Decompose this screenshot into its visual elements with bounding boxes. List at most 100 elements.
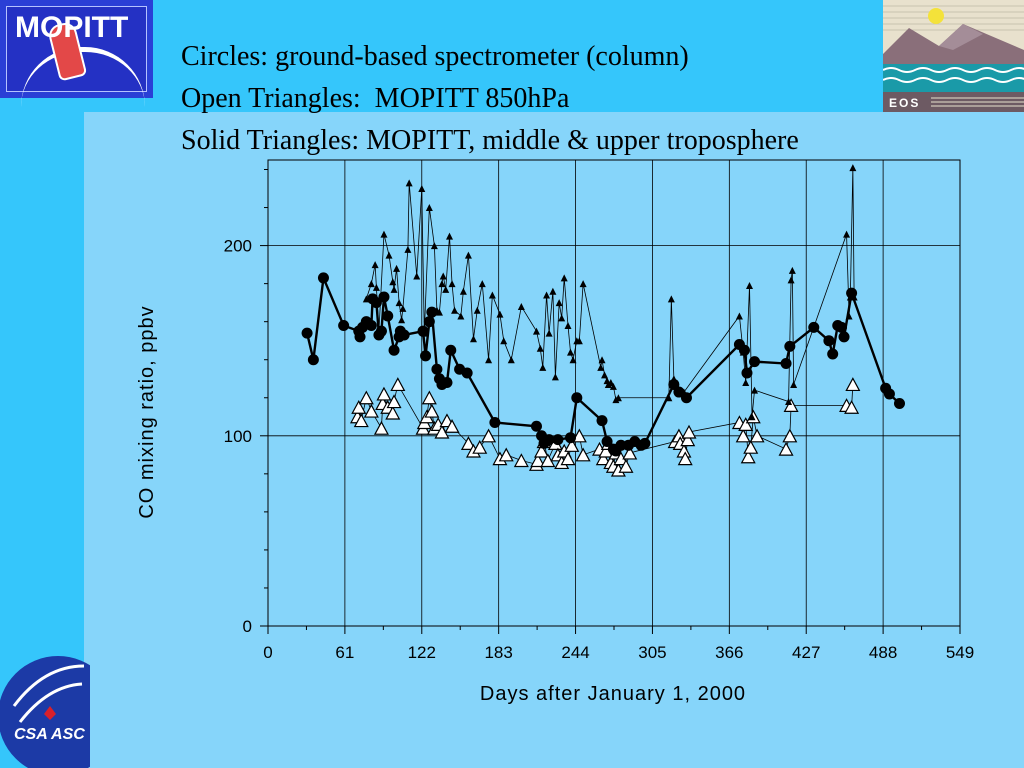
data-point-open-triangle (622, 445, 638, 460)
data-point-open-triangle (376, 386, 392, 401)
data-point-filled-triangle (601, 371, 609, 379)
data-point-circle (543, 434, 555, 446)
data-point-filled-triangle (560, 274, 568, 282)
title-line-circles: Circles: ground-based spectrometer (colu… (181, 41, 689, 72)
data-point-filled-triangle (507, 356, 515, 364)
x-tick-label: 244 (561, 643, 589, 662)
data-point-open-triangle (353, 413, 369, 428)
data-point-filled-triangle (742, 379, 750, 387)
data-point-circle (378, 291, 390, 303)
data-point-circle (639, 437, 651, 449)
data-point-circle (780, 358, 792, 370)
data-point-filled-triangle (442, 285, 450, 293)
y-tick-label: 100 (224, 427, 252, 446)
series-open-triangle (349, 377, 861, 477)
data-point-filled-triangle (435, 308, 443, 316)
title-line-solid-triangles: Solid Triangles: MOPITT, middle & upper … (181, 125, 799, 156)
data-point-circle (354, 331, 366, 343)
data-point-circle (370, 297, 382, 309)
data-point-circle (426, 306, 438, 318)
data-point-filled-triangle (500, 337, 508, 345)
filled-triangle-connector (365, 167, 855, 417)
data-point-open-triangle (595, 451, 611, 466)
data-point-filled-triangle (485, 356, 493, 364)
data-point-filled-triangle (788, 266, 796, 274)
data-point-filled-triangle (785, 398, 793, 406)
data-point-filled-triangle (555, 299, 563, 307)
data-point-circle (827, 348, 839, 360)
data-point-circle (673, 386, 685, 398)
slide-title: Circles: ground-based spectrometer (colu… (181, 36, 881, 162)
data-point-open-triangle (560, 451, 576, 466)
data-point-filled-triangle (405, 179, 413, 187)
y-axis-label: CO mixing ratio, ppbv (136, 305, 158, 518)
data-point-open-triangle (472, 439, 488, 454)
x-tick-label: 61 (335, 643, 354, 662)
data-point-open-triangle (534, 443, 550, 458)
data-point-open-triangle (564, 438, 580, 452)
data-point-open-triangle (444, 419, 460, 433)
x-tick-label: 0 (263, 643, 272, 662)
data-point-circle (836, 321, 848, 333)
data-point-circle (431, 363, 443, 375)
data-point-filled-triangle (457, 312, 465, 320)
data-point-filled-triangle (735, 312, 743, 320)
data-point-open-triangle (373, 420, 389, 435)
data-point-filled-triangle (367, 280, 375, 288)
data-point-filled-triangle (439, 272, 447, 280)
x-tick-label: 427 (792, 643, 820, 662)
mopitt-logo-frame: MOPITT (6, 6, 147, 92)
data-point-circle (571, 392, 583, 404)
data-point-filled-triangle (849, 164, 857, 172)
data-point-filled-triangle (517, 302, 525, 310)
data-point-filled-triangle (469, 335, 477, 343)
eos-logo: EOS (883, 0, 1024, 112)
data-point-open-triangle (749, 428, 765, 443)
data-point-circle (552, 434, 564, 446)
data-point-circle (388, 344, 400, 356)
data-point-circle (615, 439, 627, 451)
data-point-filled-triangle (425, 204, 433, 212)
data-point-circle (808, 321, 820, 333)
data-point-open-triangle (498, 447, 514, 462)
data-point-open-triangle (571, 428, 587, 443)
data-point-open-triangle (351, 400, 367, 414)
data-point-circle (398, 329, 410, 341)
data-point-open-triangle (783, 398, 799, 412)
mopitt-logo: MOPITT (0, 0, 153, 98)
data-point-open-triangle (363, 403, 379, 418)
csa-logo: CSA ASC (0, 648, 90, 768)
data-point-circle (680, 392, 692, 404)
data-point-circle (461, 367, 473, 379)
data-point-open-triangle (680, 432, 696, 447)
data-point-circle (741, 367, 753, 379)
data-point-filled-triangle (564, 321, 572, 329)
x-axis-label: Days after January 1, 2000 (480, 683, 746, 705)
plot-frame (267, 159, 961, 627)
data-point-circle (749, 356, 761, 368)
data-point-open-triangle (844, 400, 860, 414)
data-point-filled-triangle (488, 291, 496, 299)
data-point-open-triangle (782, 428, 798, 443)
data-point-filled-triangle (478, 280, 486, 288)
data-point-open-triangle (481, 428, 497, 443)
csa-logo-text: CSA ASC (14, 726, 85, 743)
data-point-circle (784, 340, 796, 352)
y-tick-label: 0 (243, 617, 252, 636)
data-point-filled-triangle (748, 413, 756, 421)
data-point-filled-triangle (430, 242, 438, 250)
data-point-open-triangle (390, 377, 406, 392)
data-point-circle (338, 319, 350, 331)
data-point-open-triangle (530, 453, 546, 468)
data-point-filled-triangle (371, 261, 379, 269)
data-point-open-triangle (743, 439, 759, 454)
data-point-filled-triangle (607, 379, 615, 387)
data-point-filled-triangle (579, 280, 587, 288)
data-point-filled-triangle (746, 282, 754, 290)
data-point-filled-triangle (395, 299, 403, 307)
csa-globe-icon (0, 656, 90, 768)
data-point-circle (530, 420, 542, 432)
data-point-circle (838, 331, 850, 343)
data-point-open-triangle (740, 449, 756, 464)
x-tick-label: 366 (715, 643, 743, 662)
